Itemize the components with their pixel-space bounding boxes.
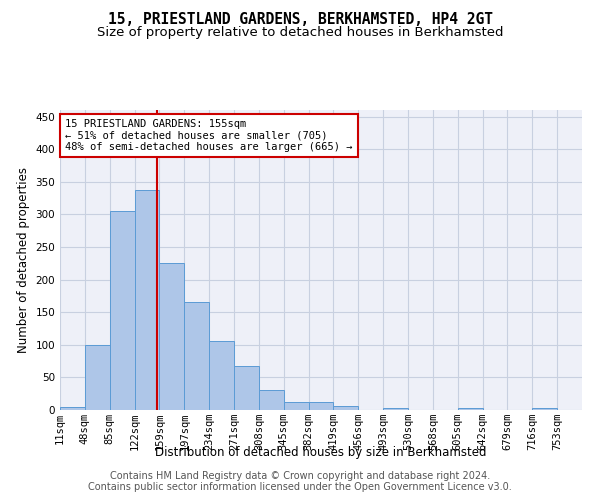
Bar: [85, 346, 110, 410]
Bar: [334, 406, 358, 410]
Bar: [259, 390, 284, 410]
Bar: [160, 262, 184, 410]
Bar: [234, 366, 259, 410]
Bar: [458, 408, 482, 410]
Text: Size of property relative to detached houses in Berkhamsted: Size of property relative to detached ho…: [97, 26, 503, 39]
Text: 15 PRIESTLAND GARDENS: 155sqm
← 51% of detached houses are smaller (705)
48% of : 15 PRIESTLAND GARDENS: 155sqm ← 51% of d…: [65, 119, 353, 152]
Bar: [209, 341, 234, 410]
Bar: [134, 190, 160, 410]
Bar: [308, 402, 334, 410]
Bar: [383, 408, 408, 410]
Bar: [532, 408, 557, 410]
Bar: [110, 211, 134, 410]
Bar: [60, 406, 85, 410]
Bar: [184, 302, 209, 410]
Text: Distribution of detached houses by size in Berkhamsted: Distribution of detached houses by size …: [155, 446, 487, 459]
Text: Contains HM Land Registry data © Crown copyright and database right 2024.
Contai: Contains HM Land Registry data © Crown c…: [88, 471, 512, 492]
Bar: [284, 402, 308, 410]
Y-axis label: Number of detached properties: Number of detached properties: [17, 167, 30, 353]
Text: 15, PRIESTLAND GARDENS, BERKHAMSTED, HP4 2GT: 15, PRIESTLAND GARDENS, BERKHAMSTED, HP4…: [107, 12, 493, 28]
